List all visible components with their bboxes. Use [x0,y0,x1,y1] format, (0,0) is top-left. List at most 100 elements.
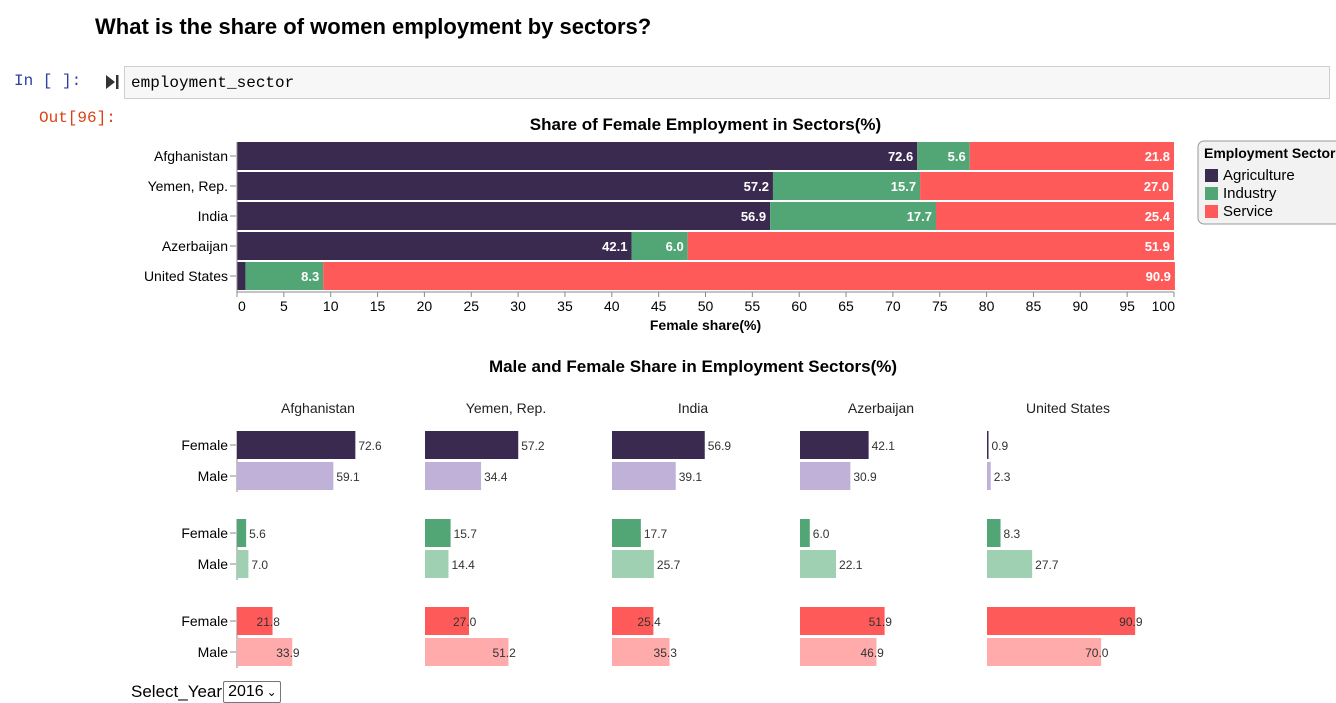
legend-title: Employment Sectors [1204,145,1336,161]
facet-header-india: India [678,400,709,416]
x-tick-label: 95 [1119,298,1135,314]
bar-female-agriculture-india [612,431,705,459]
data-label: 5.6 [249,527,266,541]
category-label: United States [144,268,228,284]
bar-agriculture-united-states [237,262,246,290]
x-tick-label: 20 [417,298,433,314]
x-tick-label: 10 [323,298,339,314]
data-label: 14.4 [451,558,475,572]
data-label: 17.7 [644,527,668,541]
x-tick-label: 5 [280,298,288,314]
bar-male-service-united-states [987,638,1102,666]
data-label: 51.9 [869,615,893,629]
bar-male-service-yemen-rep [425,638,509,666]
output-prompt: Out[96]: [39,109,116,127]
data-label: 8.3 [301,269,319,284]
bar-agriculture-azerbaijan [237,232,632,260]
bar-male-industry-yemen-rep [425,550,449,578]
row-label-female: Female [181,437,228,453]
data-label: 27.0 [453,615,477,629]
bar-female-agriculture-azerbaijan [800,431,869,459]
data-label: 6.0 [666,239,684,254]
row-label-female: Female [181,525,228,541]
facet-header-yemen-rep: Yemen, Rep. [466,400,546,416]
run-cell-icon[interactable] [104,74,120,90]
data-label: 33.9 [276,646,300,660]
data-label: 25.4 [1145,209,1171,224]
bar-female-industry-afghanistan [237,519,247,547]
bar-male-service-india [612,638,670,666]
bar-agriculture-afghanistan [237,142,918,170]
bar-male-agriculture-yemen-rep [425,462,482,490]
bar-female-industry-india [612,519,641,547]
data-label: 72.6 [358,439,382,453]
bar-female-agriculture-afghanistan [237,431,356,459]
row-label-male: Male [198,644,229,660]
data-label: 39.1 [679,470,703,484]
bar-male-service-azerbaijan [800,638,877,666]
data-label: 22.1 [839,558,863,572]
data-label: 25.7 [657,558,681,572]
bar-industry-azerbaijan [631,232,688,260]
legend: Employment Sectors AgricultureIndustrySer… [1197,140,1336,225]
bar-male-agriculture-united-states [987,462,991,490]
data-label: 42.1 [872,439,896,453]
data-label: 56.9 [741,209,766,224]
x-tick-label: 70 [885,298,901,314]
bar-female-service-yemen-rep [425,607,470,635]
category-label: Afghanistan [154,148,228,164]
facet-chart-title: Male and Female Share in Employment Sect… [489,357,897,376]
bar-male-agriculture-azerbaijan [800,462,851,490]
row-label-male: Male [198,556,229,572]
x-tick-label: 75 [932,298,948,314]
bar-female-service-azerbaijan [800,607,885,635]
bar-female-service-india [612,607,654,635]
x-tick-label: 45 [651,298,667,314]
x-tick-label: 30 [510,298,526,314]
code-text: employment_sector [131,74,295,92]
facet-header-united-states: United States [1026,400,1110,416]
data-label: 30.9 [853,470,877,484]
bar-female-agriculture-united-states [987,431,989,459]
bar-female-industry-yemen-rep [425,519,451,547]
input-prompt: In [ ]: [14,72,82,90]
year-dropdown[interactable]: 2016 ⌄ [223,681,281,703]
data-label: 0.9 [992,439,1009,453]
category-label: Yemen, Rep. [148,178,228,194]
data-label: 70.0 [1085,646,1109,660]
bar-male-agriculture-afghanistan [237,462,334,490]
x-tick-label: 55 [745,298,761,314]
x-tick-label: 35 [557,298,573,314]
data-label: 21.8 [1145,149,1170,164]
data-label: 8.3 [1004,527,1021,541]
row-label-male: Male [198,468,229,484]
data-label: 51.2 [492,646,516,660]
bar-industry-united-states [245,262,324,290]
bar-service-azerbaijan [687,232,1174,260]
x-tick-label: 65 [838,298,854,314]
data-label: 17.7 [907,209,932,224]
bar-male-industry-united-states [987,550,1033,578]
data-label: 15.7 [454,527,478,541]
x-tick-label: 60 [791,298,807,314]
data-label: 27.0 [1144,179,1169,194]
x-axis-title: Female share(%) [650,317,761,333]
data-label: 56.9 [708,439,732,453]
data-label: 51.9 [1145,239,1170,254]
year-dropdown-value: 2016 [228,683,264,700]
bar-female-agriculture-yemen-rep [425,431,519,459]
section-heading: What is the share of women employment by… [95,14,652,39]
data-label: 21.8 [257,615,281,629]
bar-female-service-afghanistan [237,607,273,635]
data-label: 25.4 [637,615,661,629]
row-label-female: Female [181,613,228,629]
facet-header-afghanistan: Afghanistan [281,400,355,416]
data-label: 35.3 [654,646,678,660]
legend-swatch-service [1205,205,1218,218]
data-label: 42.1 [602,239,627,254]
bar-industry-yemen-rep [772,172,921,200]
bar-agriculture-india [237,202,771,230]
x-tick-label: 100 [1152,298,1176,314]
code-cell-input[interactable]: employment_sector [124,66,1330,99]
faceted-bar-chart: Male and Female Share in Employment Sect… [181,357,1143,668]
